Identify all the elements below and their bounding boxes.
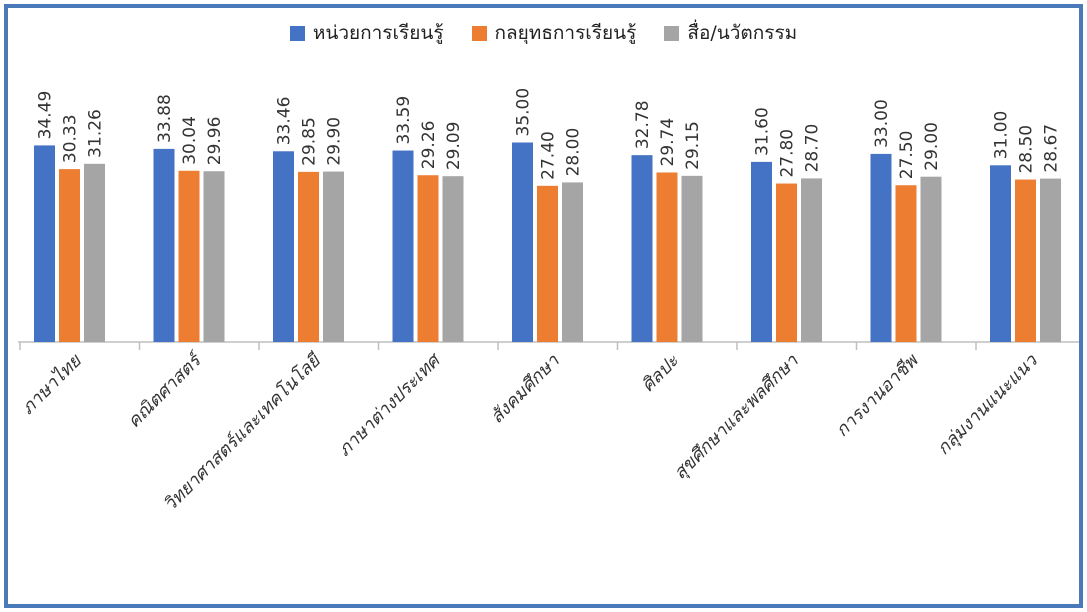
data-label: 28.00 (564, 128, 584, 177)
bar-3 (442, 176, 464, 342)
bar-1 (990, 165, 1011, 342)
legend-label-series-3: สื่อ/นวัตกรรม (687, 22, 798, 44)
data-label: 27.40 (539, 131, 559, 180)
legend-item-series-1: หน่วยการเรียนรู้ (289, 18, 444, 48)
category-label: ศิลปะ (637, 350, 684, 397)
bar-1 (273, 151, 294, 342)
category-label: กลุ่มงานแนะแนว (933, 350, 1042, 459)
data-label: 34.49 (36, 91, 56, 140)
data-label: 30.33 (61, 114, 81, 163)
legend-label-series-1: หน่วยการเรียนรู้ (312, 22, 444, 44)
category-label: สังคมศึกษา (486, 350, 564, 428)
data-label: 30.04 (180, 116, 200, 165)
data-label: 29.15 (683, 121, 703, 170)
bar-3 (1040, 178, 1061, 342)
bar-1 (34, 145, 55, 342)
data-label: 27.50 (897, 131, 917, 180)
bar-2 (895, 185, 917, 342)
category-label: ภาษาต่างประเทศ (334, 349, 446, 461)
bar-2 (776, 183, 797, 342)
data-label: 28.67 (1042, 124, 1062, 173)
data-label: 28.70 (803, 124, 823, 173)
legend-swatch-series-2 (471, 25, 487, 41)
data-label: 32.78 (633, 100, 653, 149)
data-label: 31.26 (86, 109, 106, 158)
bar-2 (178, 170, 200, 342)
chart-legend: หน่วยการเรียนรู้ กลยุทธการเรียนรู้ สื่อ/… (8, 18, 1079, 48)
data-label: 31.60 (753, 107, 773, 156)
data-label: 33.88 (155, 94, 175, 143)
bar-3 (562, 182, 583, 342)
legend-item-series-2: กลยุทธการเรียนรู้ (471, 18, 637, 48)
legend-swatch-series-1 (289, 25, 305, 41)
data-label: 33.59 (394, 96, 414, 145)
bar-1 (392, 150, 414, 342)
data-label: 29.09 (444, 122, 464, 171)
data-label: 29.74 (658, 118, 678, 167)
data-label: 27.80 (778, 129, 798, 178)
data-label: 29.00 (922, 122, 942, 171)
bar-1 (153, 148, 175, 342)
category-label: สุขศึกษาและพลศึกษา (670, 350, 804, 484)
bar-2 (59, 169, 80, 342)
bar-1 (631, 155, 653, 342)
data-label: 29.26 (419, 121, 439, 170)
bar-1 (751, 161, 772, 342)
legend-label-series-2: กลยุทธการเรียนรู้ (494, 22, 637, 44)
bar-1 (870, 153, 892, 342)
data-label: 29.90 (325, 117, 345, 166)
chart-frame: หน่วยการเรียนรู้ กลยุทธการเรียนรู้ สื่อ/… (4, 4, 1083, 608)
data-label: 29.96 (205, 117, 225, 166)
bar-2 (1015, 179, 1036, 342)
bar-3 (920, 176, 942, 342)
category-label: การงานอาชีพ (832, 349, 924, 441)
bar-3 (801, 178, 822, 342)
bar-3 (84, 163, 105, 342)
bar-1 (512, 142, 533, 342)
bar-2 (537, 185, 558, 342)
bar-2 (298, 171, 319, 342)
data-label: 31.00 (992, 111, 1012, 160)
bar-3 (681, 175, 703, 342)
data-label: 29.85 (300, 117, 320, 166)
data-label: 33.46 (275, 97, 295, 146)
legend-item-series-3: สื่อ/นวัตกรรม (664, 18, 797, 48)
category-label: ภาษาไทย (17, 349, 87, 419)
bar-3 (323, 171, 344, 342)
legend-swatch-series-3 (664, 25, 680, 41)
data-label: 35.00 (514, 88, 534, 137)
bar-chart: 34.49 30.33 31.26 ภาษาไทย 33.88 30.04 29.96 คณิ… (17, 88, 1079, 516)
data-label: 28.50 (1017, 125, 1037, 174)
bar-3 (203, 171, 225, 342)
category-label: คณิตศาสตร์ (123, 348, 207, 432)
data-label: 33.00 (872, 99, 892, 148)
bar-2 (417, 175, 439, 342)
bar-2 (656, 172, 678, 342)
